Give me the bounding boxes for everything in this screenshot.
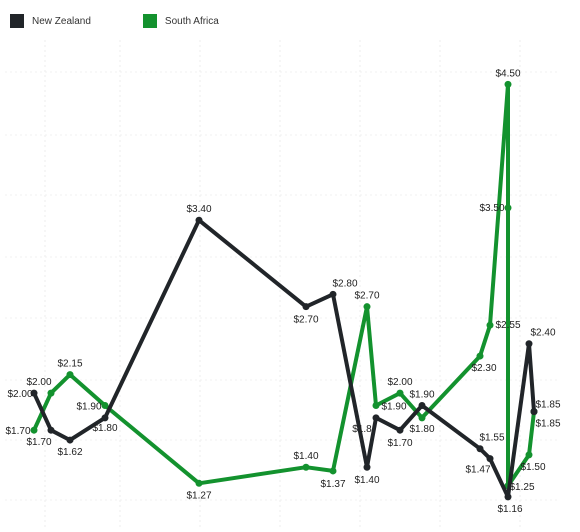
data-label-south-africa: $4.50 [495,68,520,79]
data-point-new-zealand [302,303,310,311]
data-label-south-africa: $1.80 [409,424,434,435]
data-point-south-africa [66,371,74,379]
data-label-south-africa: $1.90 [76,401,101,412]
legend-label-south-africa: South Africa [164,15,219,27]
data-point-new-zealand [329,290,337,298]
data-point-south-africa [372,401,380,409]
data-point-new-zealand [372,414,380,422]
data-label-new-zealand: $1.80 [92,423,117,434]
data-point-south-africa [525,451,533,459]
data-label-new-zealand: $1.16 [497,504,522,515]
data-label-south-africa: $2.00 [387,377,412,388]
data-point-new-zealand [101,414,109,422]
data-label-south-africa: $2.30 [471,363,496,374]
data-label-new-zealand: $3.40 [186,204,211,215]
data-point-new-zealand [476,445,484,453]
data-label-south-africa: $1.27 [186,490,211,501]
series-line-south-africa [32,82,536,488]
data-label-south-africa: $1.40 [293,451,318,462]
data-label-south-africa: $2.15 [57,359,82,370]
data-label-south-africa: $3.50 [479,203,504,214]
data-label-south-africa: $2.55 [495,320,520,331]
data-point-new-zealand [363,463,371,471]
data-point-south-africa [476,352,484,360]
data-label-south-africa: $2.00 [26,377,51,388]
data-point-south-africa [195,479,203,487]
chart-legend: New Zealand South Africa [10,14,271,28]
data-point-new-zealand [530,408,538,416]
data-point-south-africa [329,467,337,475]
data-label-south-africa: $2.70 [354,291,379,302]
data-label-new-zealand: $1.62 [57,447,82,458]
legend-item-south-africa[interactable]: South Africa [142,14,219,28]
data-label-south-africa: $1.70 [5,426,30,437]
data-label-south-africa: $1.25 [509,482,534,493]
data-point-south-africa [363,303,371,311]
series-line-new-zealand [32,218,536,499]
data-point-south-africa [486,321,494,329]
data-label-new-zealand: $1.55 [479,433,504,444]
data-point-south-africa [302,463,310,471]
data-point-new-zealand [195,216,203,224]
data-point-new-zealand [47,426,55,434]
legend-swatch-new-zealand [10,14,24,28]
data-label-new-zealand: $1.8 [352,424,372,435]
legend-label-new-zealand: New Zealand [32,15,91,27]
chart-grid [5,40,560,530]
data-label-south-africa: $1.37 [320,479,345,490]
data-point-new-zealand [486,455,494,463]
data-label-new-zealand: $2.80 [332,278,357,289]
legend-swatch-south-africa [142,14,157,28]
data-point-south-africa [396,389,404,397]
legend-item-new-zealand[interactable]: New Zealand [10,14,91,28]
data-label-new-zealand: $2.40 [530,328,555,339]
data-point-new-zealand [525,340,533,348]
data-label-new-zealand: $1.85 [535,400,560,411]
data-point-south-africa [30,426,38,434]
data-point-new-zealand [418,401,426,409]
data-point-south-africa [504,204,512,212]
data-label-new-zealand: $2.00 [7,389,32,400]
data-point-new-zealand [396,426,404,434]
data-point-new-zealand [30,389,38,397]
data-point-new-zealand [66,436,74,444]
data-label-new-zealand: $1.70 [26,437,51,448]
data-point-south-africa [504,80,512,88]
data-label-new-zealand: $1.90 [409,389,434,400]
data-label-south-africa: $1.50 [520,462,545,473]
data-label-new-zealand: $2.70 [293,315,318,326]
data-point-south-africa [101,401,109,409]
data-label-new-zealand: $1.47 [465,465,490,476]
data-point-south-africa [47,389,55,397]
data-point-new-zealand [504,493,512,501]
data-label-new-zealand: $1.40 [354,475,379,486]
data-label-new-zealand: $1.70 [387,438,412,449]
data-label-south-africa: $1.85 [535,419,560,430]
data-label-south-africa: $1.90 [381,401,406,412]
data-point-south-africa [418,414,426,422]
